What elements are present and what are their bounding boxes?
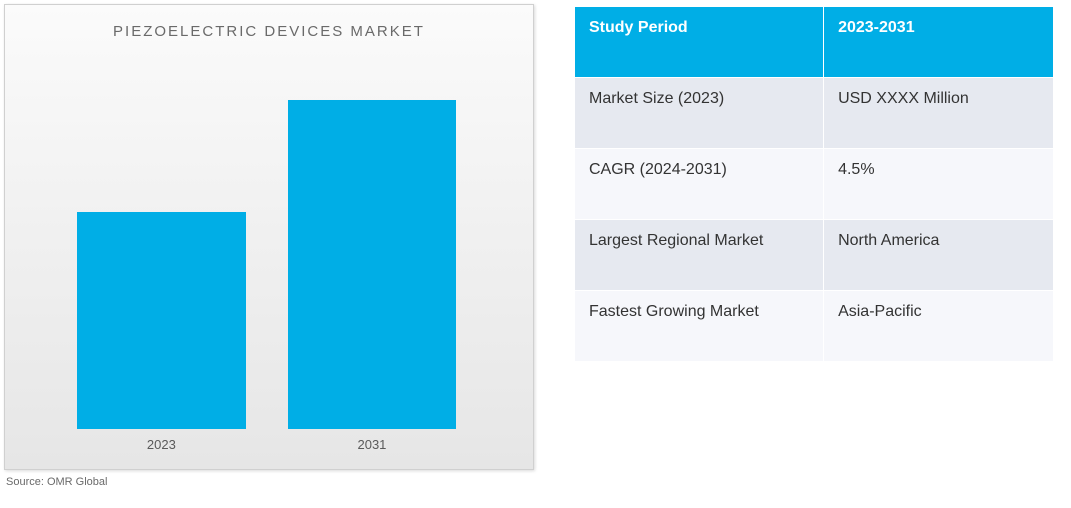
table-cell-value: North America	[824, 220, 1054, 291]
chart-plot-area	[35, 55, 503, 429]
layout-container: PIEZOELECTRIC DEVICES MARKET 2023 2031 So…	[0, 0, 1071, 488]
chart-bar	[288, 100, 456, 429]
table-cell-label: Largest Regional Market	[575, 220, 824, 291]
table-cell-value: 4.5%	[824, 149, 1054, 220]
table-header-row: Study Period 2023-2031	[575, 7, 1054, 78]
table-cell-label: Market Size (2023)	[575, 78, 824, 149]
chart-x-axis: 2023 2031	[35, 437, 503, 459]
table-cell-value: USD XXXX Million	[824, 78, 1054, 149]
table-row: Fastest Growing MarketAsia-Pacific	[575, 291, 1054, 362]
table-row: Largest Regional MarketNorth America	[575, 220, 1054, 291]
chart-bar	[77, 212, 245, 429]
table-header-value: 2023-2031	[824, 7, 1054, 78]
chart-panel: PIEZOELECTRIC DEVICES MARKET 2023 2031 So…	[4, 4, 534, 488]
chart-title: PIEZOELECTRIC DEVICES MARKET	[5, 5, 533, 48]
table-cell-label: Fastest Growing Market	[575, 291, 824, 362]
chart-x-label: 2031	[357, 437, 386, 452]
table-body: Market Size (2023)USD XXXX MillionCAGR (…	[575, 78, 1054, 362]
table-row: Market Size (2023)USD XXXX Million	[575, 78, 1054, 149]
chart-box: PIEZOELECTRIC DEVICES MARKET 2023 2031	[4, 4, 534, 470]
info-table: Study Period 2023-2031 Market Size (2023…	[574, 6, 1054, 362]
table-cell-value: Asia-Pacific	[824, 291, 1054, 362]
info-table-panel: Study Period 2023-2031 Market Size (2023…	[574, 4, 1054, 488]
source-caption: Source: OMR Global	[4, 470, 534, 488]
table-cell-label: CAGR (2024-2031)	[575, 149, 824, 220]
chart-x-label: 2023	[147, 437, 176, 452]
table-row: CAGR (2024-2031)4.5%	[575, 149, 1054, 220]
table-header-label: Study Period	[575, 7, 824, 78]
